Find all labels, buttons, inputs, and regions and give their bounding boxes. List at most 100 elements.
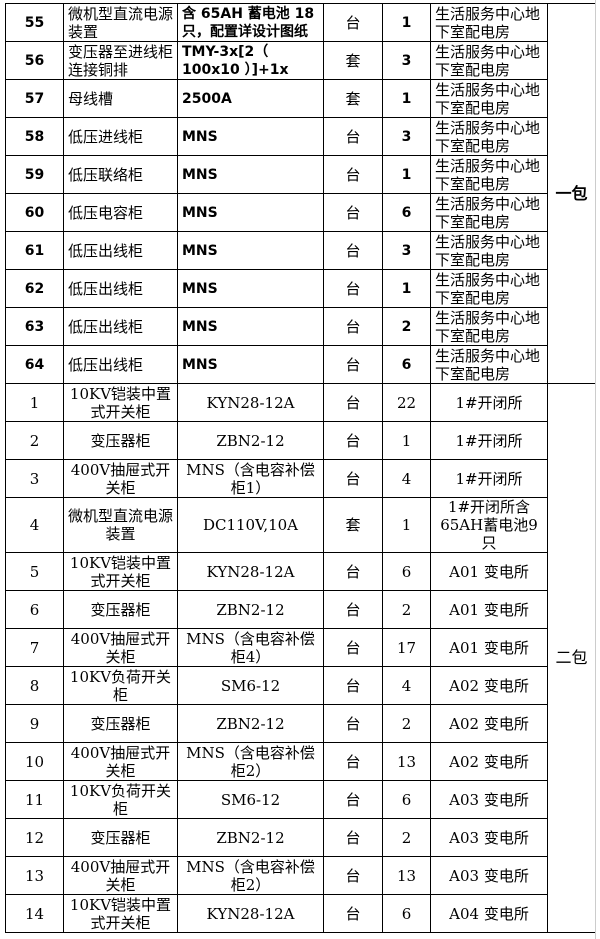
item-name: 10KV负荷开关柜 bbox=[63, 780, 178, 819]
table-row: 63 低压出线柜 MNS 台 2 生活服务中心地下室配电房 bbox=[5, 307, 596, 346]
package-label: 二包 bbox=[547, 383, 596, 933]
item-name: 变压器至进线柜连接铜排 bbox=[63, 41, 178, 80]
table-row: 56 变压器至进线柜连接铜排 TMY-3x[2（ 100x10 ）]+1x 套 3 生活服… bbox=[5, 41, 596, 80]
item-unit: 台 bbox=[323, 193, 383, 232]
item-number: 58 bbox=[5, 117, 64, 156]
item-quantity: 2 bbox=[382, 307, 431, 346]
item-name: 变压器柜 bbox=[63, 590, 178, 629]
item-unit: 台 bbox=[323, 383, 383, 422]
item-number: 11 bbox=[5, 780, 64, 819]
item-spec: TMY-3x[2（ 100x10 ）]+1x bbox=[177, 41, 324, 80]
package-label: 一包 bbox=[547, 3, 596, 384]
item-location: A01 变电所 bbox=[430, 590, 548, 629]
item-location: 生活服务中心地下室配电房 bbox=[430, 307, 548, 346]
item-number: 61 bbox=[5, 231, 64, 270]
item-number: 8 bbox=[5, 666, 64, 705]
item-location: 生活服务中心地下室配电房 bbox=[430, 345, 548, 384]
item-unit: 台 bbox=[323, 704, 383, 743]
item-spec: MNS bbox=[177, 269, 324, 308]
table-row: 62 低压出线柜 MNS 台 1 生活服务中心地下室配电房 bbox=[5, 269, 596, 308]
table-row: 13 400V抽屉式开关柜 MNS（含电容补偿柜2）台 13 A03 变电所 bbox=[5, 856, 596, 895]
item-name: 400V抽屉式开关柜 bbox=[63, 628, 178, 667]
item-number: 57 bbox=[5, 79, 64, 118]
item-spec: MNS bbox=[177, 117, 324, 156]
item-quantity: 3 bbox=[382, 117, 431, 156]
item-quantity: 3 bbox=[382, 231, 431, 270]
item-unit: 台 bbox=[323, 269, 383, 308]
item-name: 低压出线柜 bbox=[63, 345, 178, 384]
table-row: 57 母线槽 2500A 套 1 生活服务中心地下室配电房 bbox=[5, 79, 596, 118]
item-spec: ZBN2-12 bbox=[177, 421, 324, 460]
item-spec: MNS bbox=[177, 193, 324, 232]
item-spec: SM6-12 bbox=[177, 666, 324, 705]
item-location: A02 变电所 bbox=[430, 666, 548, 705]
item-number: 7 bbox=[5, 628, 64, 667]
item-number: 5 bbox=[5, 552, 64, 591]
item-spec: KYN28-12A bbox=[177, 552, 324, 591]
item-number: 64 bbox=[5, 345, 64, 384]
item-name: 低压出线柜 bbox=[63, 269, 178, 308]
item-location: 1#开闭所 bbox=[430, 383, 548, 422]
item-location: A01 变电所 bbox=[430, 552, 548, 591]
item-quantity: 17 bbox=[382, 628, 431, 667]
table-row: 5 10KV铠装中置式开关柜 KYN28-12A 台 6 A01 变电所 bbox=[5, 552, 596, 591]
item-quantity: 6 bbox=[382, 193, 431, 232]
item-name: 微机型直流电源装置 bbox=[63, 497, 178, 553]
item-quantity: 6 bbox=[382, 894, 431, 933]
item-quantity: 1 bbox=[382, 155, 431, 194]
item-name: 变压器柜 bbox=[63, 704, 178, 743]
item-number: 10 bbox=[5, 742, 64, 781]
item-spec: MNS（含电容补偿柜4） bbox=[177, 628, 324, 667]
item-name: 400V抽屉式开关柜 bbox=[63, 742, 178, 781]
item-quantity: 2 bbox=[382, 590, 431, 629]
item-location: 生活服务中心地下室配电房 bbox=[430, 193, 548, 232]
item-number: 6 bbox=[5, 590, 64, 629]
item-quantity: 22 bbox=[382, 383, 431, 422]
item-quantity: 3 bbox=[382, 41, 431, 80]
equipment-table: 55 微机型直流电源装置含 65AH 蓄电池 18只，配置详设计图纸台 1 生活服务中… bbox=[5, 3, 596, 933]
item-name: 400V抽屉式开关柜 bbox=[63, 459, 178, 498]
item-unit: 台 bbox=[323, 780, 383, 819]
table-row: 11 10KV负荷开关柜 SM6-12 台 6 A03 变电所 bbox=[5, 780, 596, 819]
item-spec: ZBN2-12 bbox=[177, 818, 324, 857]
item-unit: 台 bbox=[323, 459, 383, 498]
item-location: 生活服务中心地下室配电房 bbox=[430, 269, 548, 308]
table-row: 12 变压器柜 ZBN2-12 台 2 A03 变电所 bbox=[5, 818, 596, 857]
item-unit: 台 bbox=[323, 856, 383, 895]
table-row: 10 400V抽屉式开关柜 MNS（含电容补偿柜2）台 13 A02 变电所 bbox=[5, 742, 596, 781]
item-quantity: 1 bbox=[382, 3, 431, 42]
table-row: 9 变压器柜 ZBN2-12 台 2 A02 变电所 bbox=[5, 704, 596, 743]
item-name: 母线槽 bbox=[63, 79, 178, 118]
item-location: A03 变电所 bbox=[430, 856, 548, 895]
item-spec: ZBN2-12 bbox=[177, 704, 324, 743]
item-spec: SM6-12 bbox=[177, 780, 324, 819]
item-quantity: 6 bbox=[382, 780, 431, 819]
table-row: 14 10KV铠装中置式开关柜 KYN28-12A 台 6 A04 变电所 bbox=[5, 894, 596, 933]
item-location: 1#开闭所 bbox=[430, 459, 548, 498]
table-row: 2 变压器柜 ZBN2-12 台 1 1#开闭所 bbox=[5, 421, 596, 460]
item-location: A03 变电所 bbox=[430, 818, 548, 857]
item-location: 1#开闭所 bbox=[430, 421, 548, 460]
item-name: 低压联络柜 bbox=[63, 155, 178, 194]
table-row: 64 低压出线柜 MNS 台 6 生活服务中心地下室配电房 bbox=[5, 345, 596, 384]
table-row: 58 低压进线柜 MNS 台 3 生活服务中心地下室配电房 bbox=[5, 117, 596, 156]
item-unit: 台 bbox=[323, 345, 383, 384]
item-name: 变压器柜 bbox=[63, 421, 178, 460]
item-spec: MNS（含电容补偿柜2） bbox=[177, 856, 324, 895]
item-quantity: 2 bbox=[382, 704, 431, 743]
item-spec: 2500A bbox=[177, 79, 324, 118]
item-number: 63 bbox=[5, 307, 64, 346]
item-unit: 台 bbox=[323, 117, 383, 156]
item-name: 10KV铠装中置式开关柜 bbox=[63, 552, 178, 591]
item-spec: MNS（含电容补偿柜1） bbox=[177, 459, 324, 498]
item-quantity: 2 bbox=[382, 818, 431, 857]
item-number: 55 bbox=[5, 3, 64, 42]
table-row: 59 低压联络柜 MNS 台 1 生活服务中心地下室配电房 bbox=[5, 155, 596, 194]
item-number: 13 bbox=[5, 856, 64, 895]
item-name: 400V抽屉式开关柜 bbox=[63, 856, 178, 895]
item-unit: 台 bbox=[323, 3, 383, 42]
item-name: 10KV负荷开关柜 bbox=[63, 666, 178, 705]
table-row: 60 低压电容柜 MNS 台 6 生活服务中心地下室配电房 bbox=[5, 193, 596, 232]
item-unit: 台 bbox=[323, 155, 383, 194]
item-location: A03 变电所 bbox=[430, 780, 548, 819]
